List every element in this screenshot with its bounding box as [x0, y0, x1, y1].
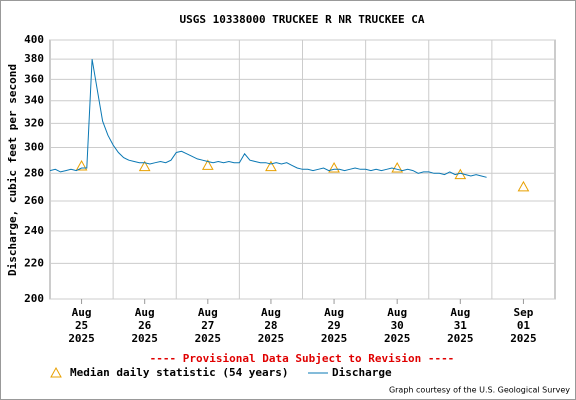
y-tick-label: 380 [24, 52, 44, 65]
x-tick-label: Aug [324, 306, 344, 319]
legend-marker [50, 366, 62, 378]
median-marker [517, 180, 530, 192]
y-tick-label: 400 [24, 33, 44, 46]
provisional-note: ---- Provisional Data Subject to Revisio… [150, 352, 455, 365]
x-tick-label: 31 [454, 319, 468, 332]
median-marker [328, 161, 340, 173]
x-tick-label: 2025 [68, 332, 95, 345]
discharge-line [49, 59, 487, 178]
x-tick-label: 01 [517, 319, 531, 332]
x-tick-label: Aug [261, 306, 281, 319]
y-tick-label: 240 [24, 224, 44, 237]
x-tick-label: 2025 [195, 332, 222, 345]
y-tick-label: 260 [24, 194, 44, 207]
median-marker [138, 160, 151, 172]
x-tick-label: Aug [135, 306, 155, 319]
x-tick-label: 2025 [321, 332, 348, 345]
x-tick-label: 26 [138, 319, 152, 332]
y-tick-label: 280 [24, 166, 44, 179]
median-marker [75, 159, 88, 171]
x-tick-label: Aug [72, 306, 92, 319]
y-tick-label: 340 [24, 94, 44, 107]
y-tick-label: 200 [24, 292, 44, 305]
legend-label: Discharge [332, 366, 392, 379]
x-tick-label: 2025 [131, 332, 158, 345]
median-marker [265, 160, 277, 172]
credit: Graph courtesy of the U.S. Geological Su… [389, 386, 570, 395]
x-tick-label: Sep [514, 306, 534, 319]
median-marker [391, 161, 404, 173]
x-tick-label: 29 [327, 319, 340, 332]
x-tick-label: 2025 [384, 332, 411, 345]
median-marker [201, 159, 214, 170]
x-tick-label: 2025 [447, 332, 474, 345]
x-tick-label: 25 [75, 319, 88, 332]
legend-label: Median daily statistic (54 years) [70, 366, 289, 379]
y-tick-label: 220 [24, 256, 44, 269]
x-tick-label: 2025 [510, 332, 537, 345]
chart-title: USGS 10338000 TRUCKEE R NR TRUCKEE CA [179, 13, 424, 26]
x-tick-label: 28 [264, 319, 277, 332]
x-tick-label: Aug [387, 306, 407, 319]
x-tick-label: 30 [391, 319, 404, 332]
y-tick-label: 320 [24, 116, 44, 129]
x-tick-label: 2025 [258, 332, 285, 345]
x-tick-label: Aug [450, 306, 470, 319]
x-tick-label: 27 [201, 319, 214, 332]
y-tick-label: 300 [24, 140, 44, 153]
y-tick-label: 360 [24, 72, 44, 85]
y-axis-label: Discharge, cubic feet per second [6, 64, 19, 276]
x-tick-label: Aug [198, 306, 218, 319]
